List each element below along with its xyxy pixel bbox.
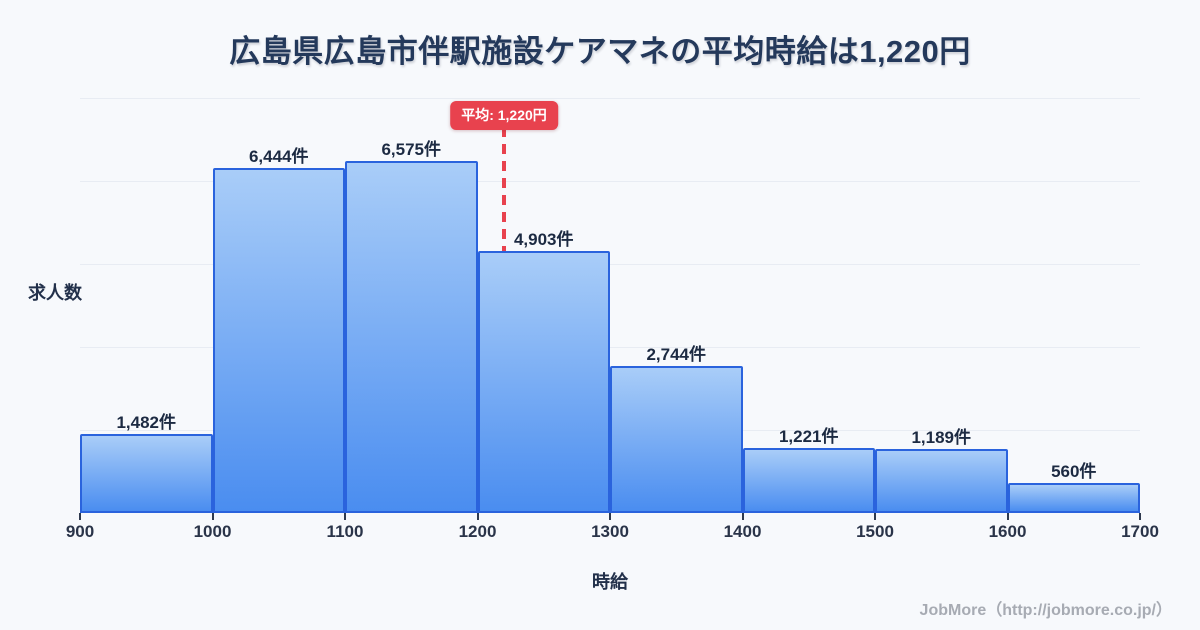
gridline	[80, 98, 1140, 99]
bar-value-label: 6,575件	[381, 140, 442, 159]
histogram-bar	[875, 449, 1008, 513]
bar-value-label: 2,744件	[646, 345, 707, 365]
y-axis-label: 求人数	[28, 283, 82, 303]
footer-credit: JobMore（http://jobmore.co.jp/）	[919, 602, 1172, 619]
x-axis-tick-label: 1300	[591, 522, 629, 541]
histogram-bar	[345, 161, 478, 513]
x-axis-tick	[1139, 513, 1141, 520]
x-axis-tick-label: 1500	[856, 522, 894, 541]
histogram-bar	[80, 433, 213, 513]
x-axis-tick-label: 1100	[326, 522, 364, 541]
x-axis-tick-label: 1400	[723, 522, 762, 541]
x-axis-tick	[741, 513, 744, 520]
chart-title: 広島県広島市伴駅施設ケアマネの平均時給は1,220円	[229, 34, 971, 69]
x-axis-tick	[874, 513, 876, 520]
x-axis-label: 時給	[592, 572, 628, 592]
average-badge: 平均: 1,220円	[450, 101, 558, 130]
histogram-bar	[1007, 483, 1140, 513]
bar-value-label: 1,482件	[116, 412, 177, 432]
x-axis-tick	[476, 513, 479, 520]
x-axis-tick	[609, 513, 611, 520]
x-axis-tick-label: 900	[65, 522, 95, 541]
bar-value-label: 1,189件	[911, 428, 972, 448]
x-axis-tick	[79, 513, 81, 520]
x-axis-tick-label: 1600	[988, 522, 1027, 541]
x-axis-tick-label: 1200	[458, 522, 497, 541]
x-axis-tick	[344, 513, 346, 520]
bar-value-label: 4,903件	[513, 229, 574, 249]
x-axis-tick-label: 1700	[1121, 522, 1159, 541]
gridline	[80, 181, 1140, 182]
bar-value-label: 560件	[1051, 462, 1097, 482]
histogram-bar	[477, 250, 610, 513]
x-axis-tick	[211, 513, 214, 520]
bar-value-label: 1,221件	[778, 426, 839, 446]
histogram-bar	[610, 366, 743, 513]
bar-value-label: 6,444件	[248, 147, 309, 166]
gridline	[80, 347, 1140, 348]
histogram-bar	[212, 168, 345, 513]
histogram-bar	[742, 447, 875, 513]
x-axis-tick	[1006, 513, 1009, 520]
gridline	[80, 264, 1140, 265]
x-axis-tick-label: 1000	[193, 522, 232, 541]
